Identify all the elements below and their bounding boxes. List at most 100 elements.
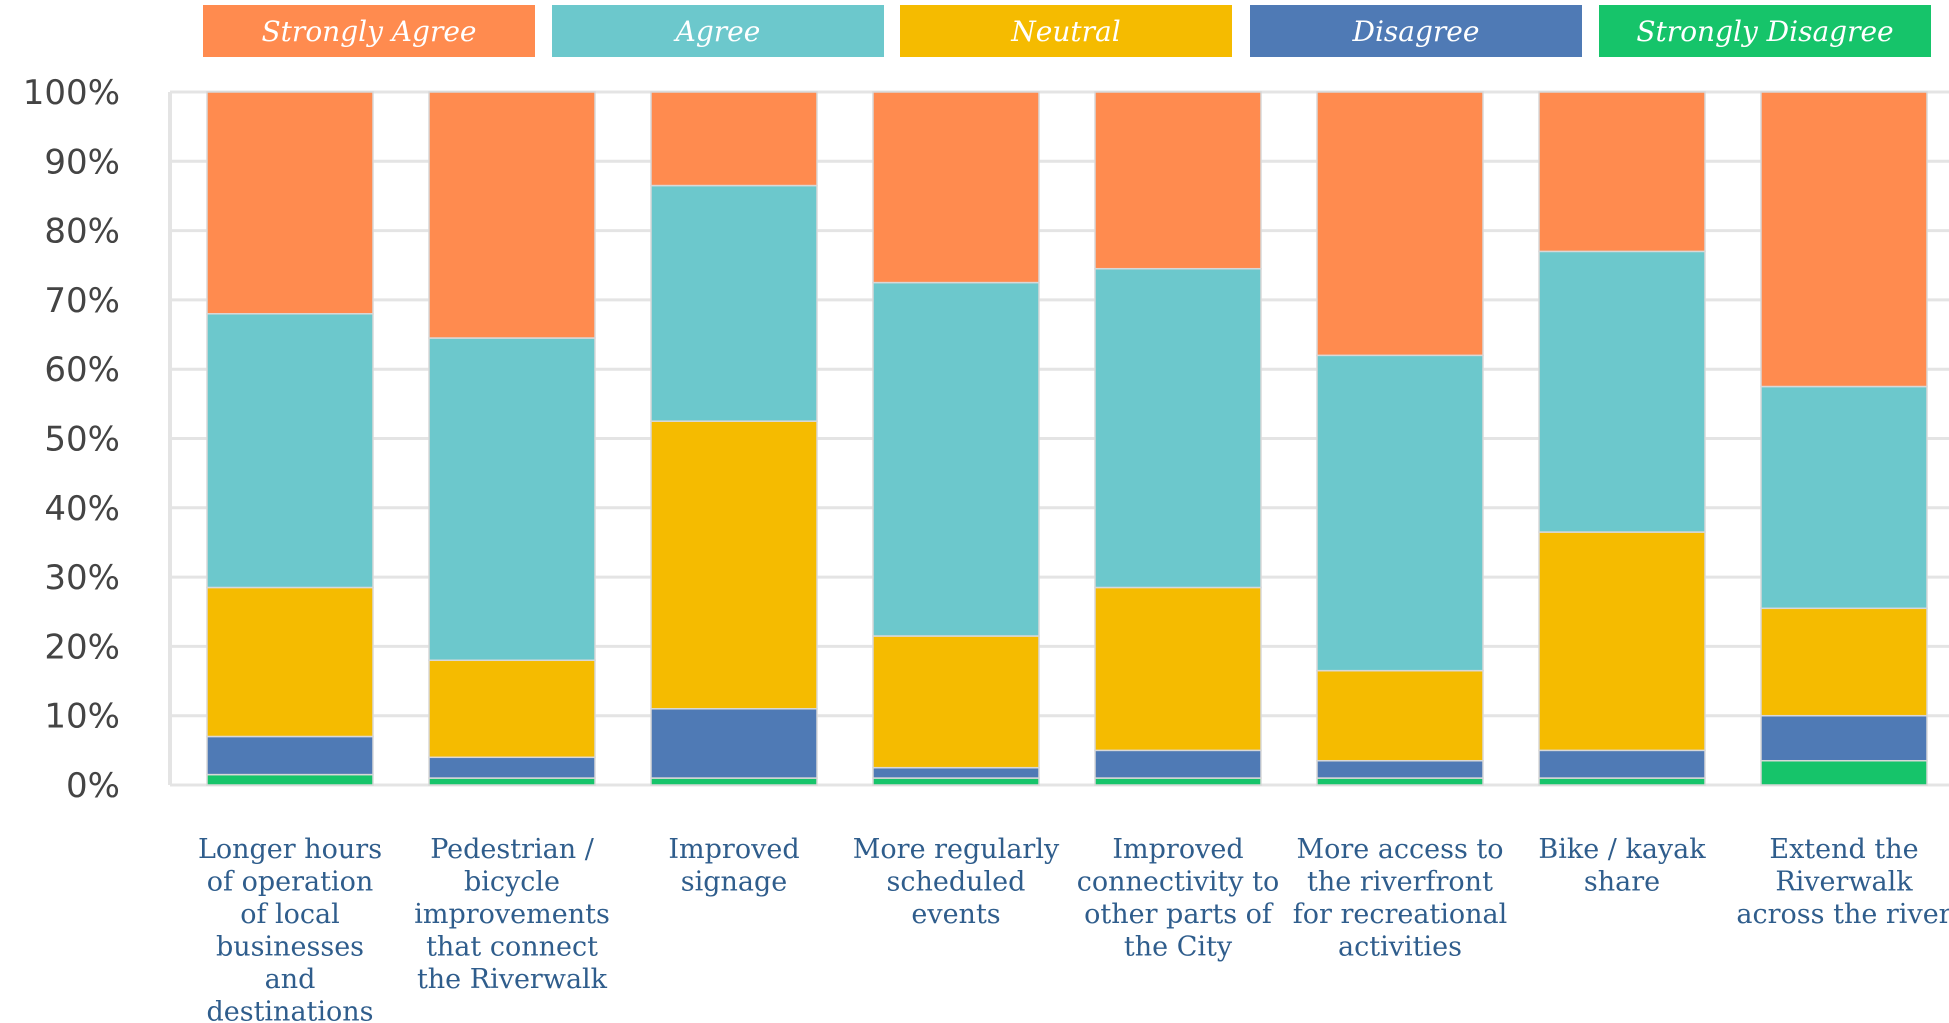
x-category-label-line: that connect bbox=[426, 932, 598, 963]
y-tick-label: 30% bbox=[44, 558, 120, 598]
y-tick-label: 40% bbox=[44, 489, 120, 529]
x-category-label-line: across the river bbox=[1736, 899, 1949, 930]
bar-segment bbox=[1760, 607, 1928, 717]
bar-segment bbox=[428, 756, 596, 779]
x-category-label: More regularly scheduled events bbox=[853, 834, 1060, 930]
bar-segment bbox=[206, 91, 374, 315]
legend-item: Strongly Agree bbox=[203, 5, 535, 57]
y-axis: 0% 10% 20% 30% 40% 50% 60% 70% 80% 90% 100% bbox=[23, 73, 120, 806]
bar-segment bbox=[428, 777, 596, 786]
bar-segment bbox=[1094, 749, 1262, 779]
x-category-label-line: the Riverwalk bbox=[417, 964, 608, 995]
plot-area bbox=[168, 90, 1949, 787]
y-tick-label: 80% bbox=[44, 212, 120, 252]
y-tick-label: 0% bbox=[66, 766, 120, 806]
x-category-label: Extend the Riverwalk across the river bbox=[1736, 834, 1949, 930]
bar-segment bbox=[650, 777, 818, 786]
bar-segment bbox=[428, 91, 596, 339]
x-category-label-line: connectivity to bbox=[1077, 867, 1279, 898]
x-category-label-line: bicycle bbox=[464, 867, 560, 898]
legend-swatch bbox=[552, 5, 884, 57]
x-category-label-line: activities bbox=[1338, 932, 1462, 963]
x-category-label: Pedestrian / bicycle improvements that conn… bbox=[414, 834, 610, 995]
bar-segment bbox=[1760, 385, 1928, 610]
y-tick-label: 100% bbox=[23, 73, 120, 113]
bar-segment bbox=[650, 708, 818, 779]
bar-stack bbox=[206, 91, 374, 786]
y-tick-label: 60% bbox=[44, 350, 120, 390]
bar-segment bbox=[1538, 749, 1706, 779]
x-category-label-line: Bike / kayak bbox=[1538, 834, 1706, 865]
x-category-label-line: of operation bbox=[207, 867, 373, 898]
legend-item: Neutral bbox=[900, 5, 1232, 57]
y-tick-label: 70% bbox=[44, 281, 120, 321]
bar-stack bbox=[1760, 91, 1928, 786]
bar-segment bbox=[1538, 531, 1706, 752]
y-tick-label: 90% bbox=[44, 142, 120, 182]
bar-segment bbox=[650, 420, 818, 710]
x-category-label: Longer hours of operation of local business… bbox=[198, 834, 382, 1023]
bar-segment bbox=[1538, 777, 1706, 786]
x-category-label-line: events bbox=[911, 899, 1000, 930]
bar-segment bbox=[872, 91, 1040, 284]
bar-segment bbox=[206, 735, 374, 776]
bar-segment bbox=[1094, 91, 1262, 270]
x-category-label-line: Improved bbox=[1112, 834, 1243, 865]
legend-item: Disagree bbox=[1250, 5, 1582, 57]
x-category-label-line: and bbox=[265, 964, 316, 995]
x-category-label-line: signage bbox=[681, 867, 788, 898]
bar-segment bbox=[872, 777, 1040, 786]
x-category-label: Improved connectivity to other parts of the… bbox=[1077, 834, 1279, 963]
bar-segment bbox=[872, 635, 1040, 769]
x-category-label-line: other parts of bbox=[1084, 899, 1274, 930]
legend-swatch bbox=[1599, 5, 1931, 57]
x-category-label: More access to the riverfront for recreati… bbox=[1293, 834, 1508, 963]
legend-label: Strongly Disagree bbox=[1636, 15, 1893, 48]
legend-label: Strongly Agree bbox=[262, 15, 477, 48]
bar-segment bbox=[1760, 759, 1928, 786]
y-tick-label: 20% bbox=[44, 627, 120, 667]
bar-segment bbox=[1094, 267, 1262, 589]
bar-segment bbox=[206, 773, 374, 786]
x-category-label-line: the City bbox=[1124, 932, 1233, 963]
bar-segment bbox=[1316, 759, 1484, 779]
x-axis-categories: Longer hours of operation of local business… bbox=[198, 834, 1949, 1023]
bar-segment bbox=[1316, 91, 1484, 357]
bar-stack bbox=[872, 91, 1040, 786]
x-category-label-line: for recreational bbox=[1293, 899, 1508, 930]
bar-stack bbox=[1538, 91, 1706, 786]
legend-swatch bbox=[900, 5, 1232, 57]
x-category-label-line: scheduled bbox=[887, 867, 1026, 898]
bar-segment bbox=[1538, 250, 1706, 533]
bar-segment bbox=[872, 766, 1040, 779]
x-category-label-line: improvements bbox=[414, 899, 610, 930]
x-category-label-line: businesses bbox=[216, 932, 364, 963]
legend-item: Agree bbox=[552, 5, 884, 57]
x-category-label-line: Longer hours bbox=[198, 834, 382, 865]
x-category-label-line: More regularly bbox=[853, 834, 1060, 865]
x-category-label-line: destinations bbox=[206, 997, 373, 1023]
x-category-label-line: Pedestrian / bbox=[430, 834, 595, 865]
x-category-label-line: Riverwalk bbox=[1775, 867, 1913, 898]
bar-stack bbox=[650, 91, 818, 786]
bar-segment bbox=[650, 91, 818, 187]
legend: Strongly Agree Agree Neutral Disagree Strong… bbox=[203, 5, 1931, 57]
y-tick-label: 10% bbox=[44, 697, 120, 737]
bar-segment bbox=[1538, 91, 1706, 253]
legend-label: Agree bbox=[673, 15, 761, 48]
x-category-label-line: More access to bbox=[1296, 834, 1503, 865]
x-category-label-line: share bbox=[1584, 867, 1660, 898]
bar-segment bbox=[1316, 777, 1484, 786]
bar-stack bbox=[1316, 91, 1484, 786]
bar-stack bbox=[428, 91, 596, 786]
x-category-label-line: of local bbox=[240, 899, 340, 930]
x-category-label: Improved signage bbox=[668, 834, 799, 898]
bar-segment bbox=[206, 586, 374, 738]
bar-segment bbox=[650, 184, 818, 422]
y-tick-label: 50% bbox=[44, 420, 120, 460]
bar-segment bbox=[872, 281, 1040, 637]
bar-stack bbox=[1094, 91, 1262, 786]
legend-label: Neutral bbox=[1010, 15, 1120, 48]
bar-segment bbox=[1760, 91, 1928, 388]
